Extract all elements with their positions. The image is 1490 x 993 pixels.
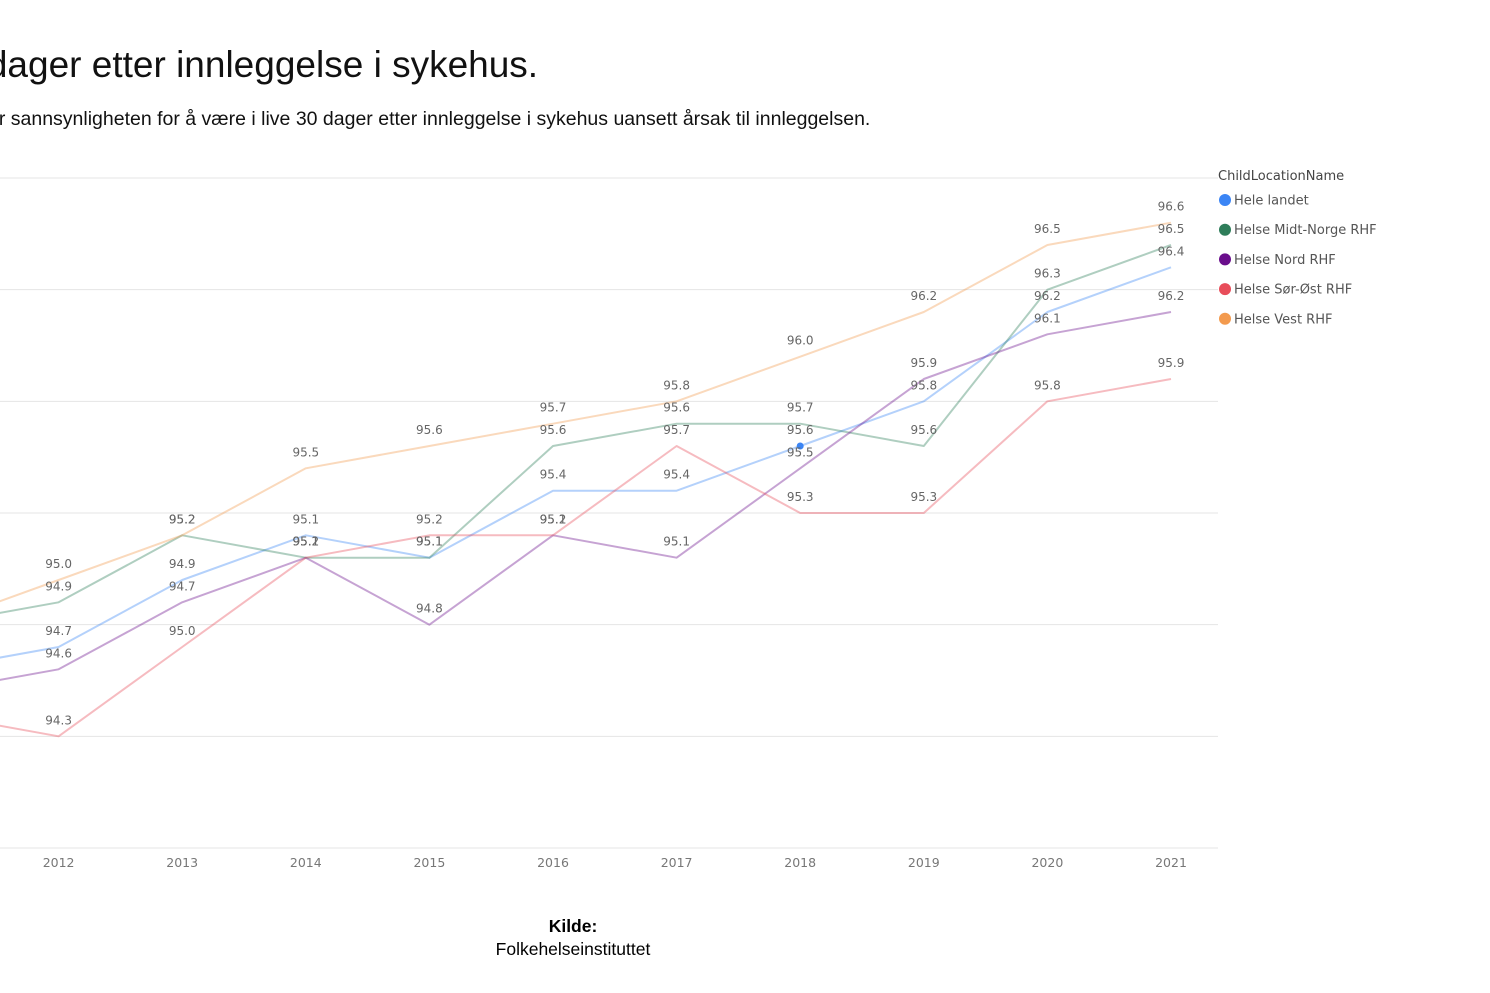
data-label-helse-vest-rhf: 95.7 (540, 401, 567, 415)
series-line-helse-s-r-st-rhf[interactable] (0, 378, 1172, 738)
data-label-helse-s-r-st-rhf: 94.3 (45, 713, 72, 727)
x-tick-label: 2012 (43, 855, 75, 870)
legend-label: Hele landet (1234, 194, 1309, 209)
x-tick-label: 2019 (908, 855, 940, 870)
data-label-helse-nord-rhf: 95.5 (787, 445, 814, 459)
data-label-helse-vest-rhf: 95.2 (169, 512, 196, 526)
data-label-helse-nord-rhf: 95.1 (292, 535, 319, 549)
source-name: Folkehelseinstituttet (495, 939, 651, 959)
data-label-helse-nord-rhf: 96.2 (1158, 289, 1185, 303)
data-label-helse-vest-rhf: 96.0 (787, 334, 814, 348)
data-labels: 94.7 94.9 95.1 95.1 95.4 95.4 95.6 95.8 96.2 96.4… (45, 200, 1184, 728)
data-label-helse-vest-rhf: 96.2 (910, 289, 937, 303)
x-tick-label: 2014 (290, 855, 322, 870)
data-label-helse-s-r-st-rhf: 95.2 (292, 535, 319, 549)
data-label-helse-nord-rhf: 94.7 (169, 579, 196, 593)
legend-item-helse-midt-norge-rhf[interactable]: Helse Midt-Norge RHF (1219, 223, 1377, 238)
data-label-hele-landet: 95.4 (540, 468, 567, 482)
data-label-hele-landet: 95.1 (416, 535, 443, 549)
series-line-helse-vest-rhf[interactable] (0, 221, 1172, 625)
data-label-helse-midt-norge-rhf: 95.1 (292, 535, 319, 549)
page-subtitle: er sannsynligheten for å være i live 30 … (0, 108, 871, 130)
data-label-hele-landet: 94.7 (45, 624, 72, 638)
data-label-helse-midt-norge-rhf: 95.7 (787, 401, 814, 415)
legend-swatch (1219, 312, 1231, 325)
data-label-helse-s-r-st-rhf: 95.3 (787, 490, 814, 504)
data-label-helse-midt-norge-rhf: 94.9 (45, 579, 72, 593)
data-label-helse-midt-norge-rhf: 95.6 (663, 401, 690, 415)
data-label-helse-nord-rhf: 96.1 (1034, 311, 1061, 325)
data-label-hele-landet: 94.9 (169, 557, 196, 571)
legend-swatch (1219, 194, 1231, 206)
x-tick-label: 2017 (661, 855, 693, 870)
data-label-helse-midt-norge-rhf: 95.6 (540, 423, 567, 437)
line-chart: 94.7 94.9 95.1 95.1 95.4 95.4 95.6 95.8 96.2 96.4… (0, 169, 1377, 870)
source-block: Kilde: Folkehelseinstituttet (473, 916, 673, 960)
legend-swatch (1219, 283, 1231, 296)
data-label-helse-s-r-st-rhf: 95.7 (663, 423, 690, 437)
data-label-hele-landet: 95.4 (663, 468, 690, 482)
data-label-helse-nord-rhf: 95.1 (663, 535, 690, 549)
x-tick-label: 2016 (537, 855, 569, 870)
data-label-hele-landet: 95.6 (787, 423, 814, 437)
data-label-helse-vest-rhf: 95.5 (292, 445, 319, 459)
source-label: Kilde: (548, 916, 598, 936)
data-label-helse-s-r-st-rhf: 95.3 (910, 490, 937, 504)
data-label-hele-landet: 96.2 (1034, 289, 1061, 303)
series-line-hele-landet[interactable] (0, 266, 1172, 669)
data-label-helse-nord-rhf: 95.1 (540, 512, 567, 526)
x-tick-label: 2013 (166, 855, 198, 870)
data-label-helse-s-r-st-rhf: 95.0 (169, 624, 196, 638)
data-label-hele-landet: 95.8 (910, 378, 937, 392)
grid-lines (0, 177, 1218, 849)
series-line-helse-nord-rhf[interactable] (0, 311, 1172, 692)
legend-label: Helse Sør-Øst RHF (1234, 283, 1352, 298)
x-tick-label: 2015 (413, 855, 445, 870)
legend-label: Helse Vest RHF (1234, 312, 1332, 327)
highlighted-point[interactable] (796, 442, 804, 450)
data-label-helse-nord-rhf: 94.8 (416, 602, 443, 616)
legend-item-helse-vest-rhf[interactable]: Helse Vest RHF (1219, 312, 1332, 327)
data-label-helse-vest-rhf: 95.0 (45, 557, 72, 571)
data-label-helse-s-r-st-rhf: 95.9 (1158, 356, 1185, 370)
x-tick-label: 2018 (784, 855, 816, 870)
data-label-helse-midt-norge-rhf: 95.1 (416, 535, 443, 549)
legend-title: ChildLocationName (1218, 169, 1344, 184)
data-label-helse-vest-rhf: 96.5 (1034, 222, 1061, 236)
data-label-helse-nord-rhf: 94.6 (45, 646, 72, 660)
x-axis-ticks: 2012 2013 2014 2015 2016 2017 2018 2019 2020 2021 (43, 855, 1187, 870)
data-label-helse-midt-norge-rhf: 96.3 (1034, 267, 1061, 281)
data-label-helse-s-r-st-rhf: 95.8 (1034, 378, 1061, 392)
legend-item-helse-s-r-st-rhf[interactable]: Helse Sør-Øst RHF (1219, 283, 1352, 298)
legend: ChildLocationName Hele landet Helse Midt-… (1218, 169, 1377, 327)
data-label-helse-nord-rhf: 95.9 (910, 356, 937, 370)
data-label-helse-s-r-st-rhf: 95.2 (416, 512, 443, 526)
page-title: 0 dager etter innleggelse i sykehus. (0, 44, 539, 85)
x-tick-label: 2020 (1031, 855, 1063, 870)
series-lines (0, 221, 1172, 738)
legend-swatch (1219, 253, 1231, 266)
data-label-helse-vest-rhf: 96.6 (1158, 200, 1185, 214)
data-label-helse-s-r-st-rhf: 95.2 (540, 512, 567, 526)
data-label-helse-midt-norge-rhf: 95.6 (910, 423, 937, 437)
legend-swatch (1219, 223, 1231, 236)
legend-item-hele-landet[interactable]: Hele landet (1219, 194, 1309, 209)
legend-label: Helse Midt-Norge RHF (1234, 223, 1377, 238)
data-label-helse-midt-norge-rhf: 95.2 (169, 512, 196, 526)
x-tick-label: 2021 (1155, 855, 1187, 870)
data-label-helse-vest-rhf: 95.8 (663, 378, 690, 392)
data-label-hele-landet: 96.4 (1158, 244, 1185, 258)
legend-item-helse-nord-rhf[interactable]: Helse Nord RHF (1219, 253, 1336, 268)
data-label-hele-landet: 95.1 (292, 512, 319, 526)
data-label-helse-midt-norge-rhf: 96.5 (1158, 222, 1185, 236)
legend-label: Helse Nord RHF (1234, 253, 1336, 268)
series-line-helse-midt-norge-rhf[interactable] (0, 244, 1172, 625)
data-label-helse-vest-rhf: 95.6 (416, 423, 443, 437)
